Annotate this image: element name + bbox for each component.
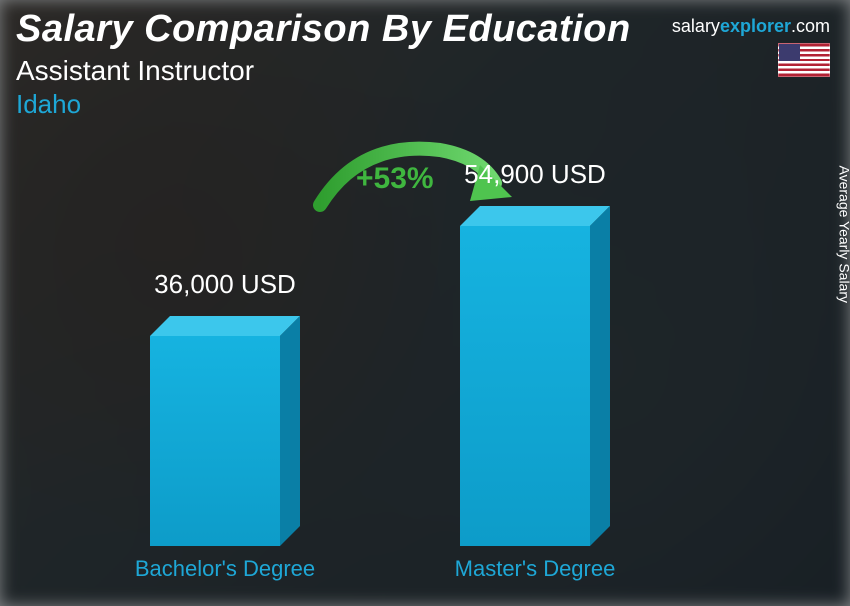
brand-text: salaryexplorer.com [672,16,830,37]
bar-front-face [150,336,280,546]
brand-suffix: .com [791,16,830,36]
bar-side-face [280,316,300,546]
bar-top-face [460,206,610,226]
region-label: Idaho [16,89,834,120]
attribution-block: salaryexplorer.com [672,16,830,77]
bar-chart: 36,000 USD Bachelor's Degree 54,900 USD … [120,150,730,586]
brand-prefix: salary [672,16,720,36]
bar-category-label: Bachelor's Degree [125,556,325,582]
content-root: Salary Comparison By Education Assistant… [0,0,850,606]
y-axis-label: Average Yearly Salary [836,166,850,304]
bar-side-face [590,206,610,546]
flag-icon [778,43,830,77]
bar-value-label: 36,000 USD [105,269,345,300]
bar-value-label: 54,900 USD [415,159,655,190]
bar-top-face [150,316,300,336]
bar-category-label: Master's Degree [435,556,635,582]
brand-mid: explorer [720,16,791,36]
bar-front-face [460,226,590,546]
